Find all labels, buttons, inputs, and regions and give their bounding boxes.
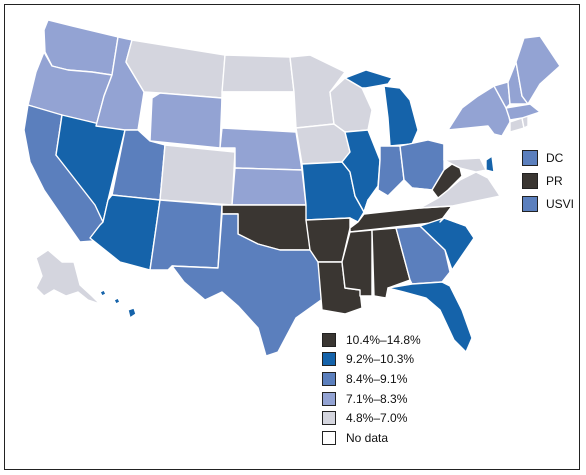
state-ak — [35, 249, 101, 305]
legend-label: 10.4%–14.8% — [346, 332, 421, 347]
state-mi-up — [344, 69, 393, 89]
state-ma — [505, 103, 541, 121]
state-tx — [171, 213, 325, 357]
legend-swatch — [322, 430, 336, 445]
legend-swatch — [322, 352, 336, 367]
legend-item: 8.4%–9.1% — [322, 369, 421, 389]
state-hi — [99, 289, 107, 297]
territory-dc: DC — [522, 150, 563, 166]
legend-item: 9.2%–10.3% — [322, 350, 421, 370]
territory-label: DC — [546, 151, 564, 165]
territory-label: USVI — [546, 197, 575, 211]
state-ks — [231, 167, 307, 206]
state-nm — [149, 199, 223, 271]
state-wv — [431, 163, 463, 199]
territory-swatch — [522, 150, 538, 166]
legend-label: 8.4%–9.1% — [346, 371, 408, 386]
legend-item: No data — [322, 428, 421, 448]
state-pa — [443, 125, 497, 161]
state-co — [159, 144, 236, 206]
state-nj — [493, 133, 505, 159]
territory-usvi: USVI — [522, 196, 574, 212]
state-mi — [383, 85, 419, 147]
legend-swatch — [322, 371, 336, 386]
legend-item: 7.1%–8.3% — [322, 389, 421, 409]
legend-item: 10.4%–14.8% — [322, 330, 421, 350]
legend: 10.4%–14.8% 9.2%–10.3% 8.4%–9.1% 7.1%–8.… — [322, 330, 421, 448]
legend-label: 4.8%–7.0% — [346, 411, 408, 426]
territory-pr: PR — [522, 173, 563, 189]
state-sd — [221, 91, 297, 133]
state-md — [443, 157, 487, 173]
state-fl — [387, 281, 473, 353]
legend-swatch — [322, 411, 336, 426]
state-me — [515, 35, 561, 105]
legend-item: 4.8%–7.0% — [322, 408, 421, 428]
legend-label: 9.2%–10.3% — [346, 352, 415, 367]
legend-label: 7.1%–8.3% — [346, 391, 408, 406]
legend-swatch — [322, 332, 336, 347]
state-wy — [149, 92, 223, 149]
territory-swatch — [522, 173, 538, 189]
state-hi-2 — [113, 297, 121, 305]
legend-label: No data — [346, 430, 389, 445]
state-de — [485, 155, 495, 173]
territory-label: PR — [546, 174, 563, 188]
territory-swatch — [522, 196, 538, 212]
state-hi-3 — [127, 307, 137, 319]
legend-swatch — [322, 391, 336, 406]
state-nd — [221, 54, 295, 93]
